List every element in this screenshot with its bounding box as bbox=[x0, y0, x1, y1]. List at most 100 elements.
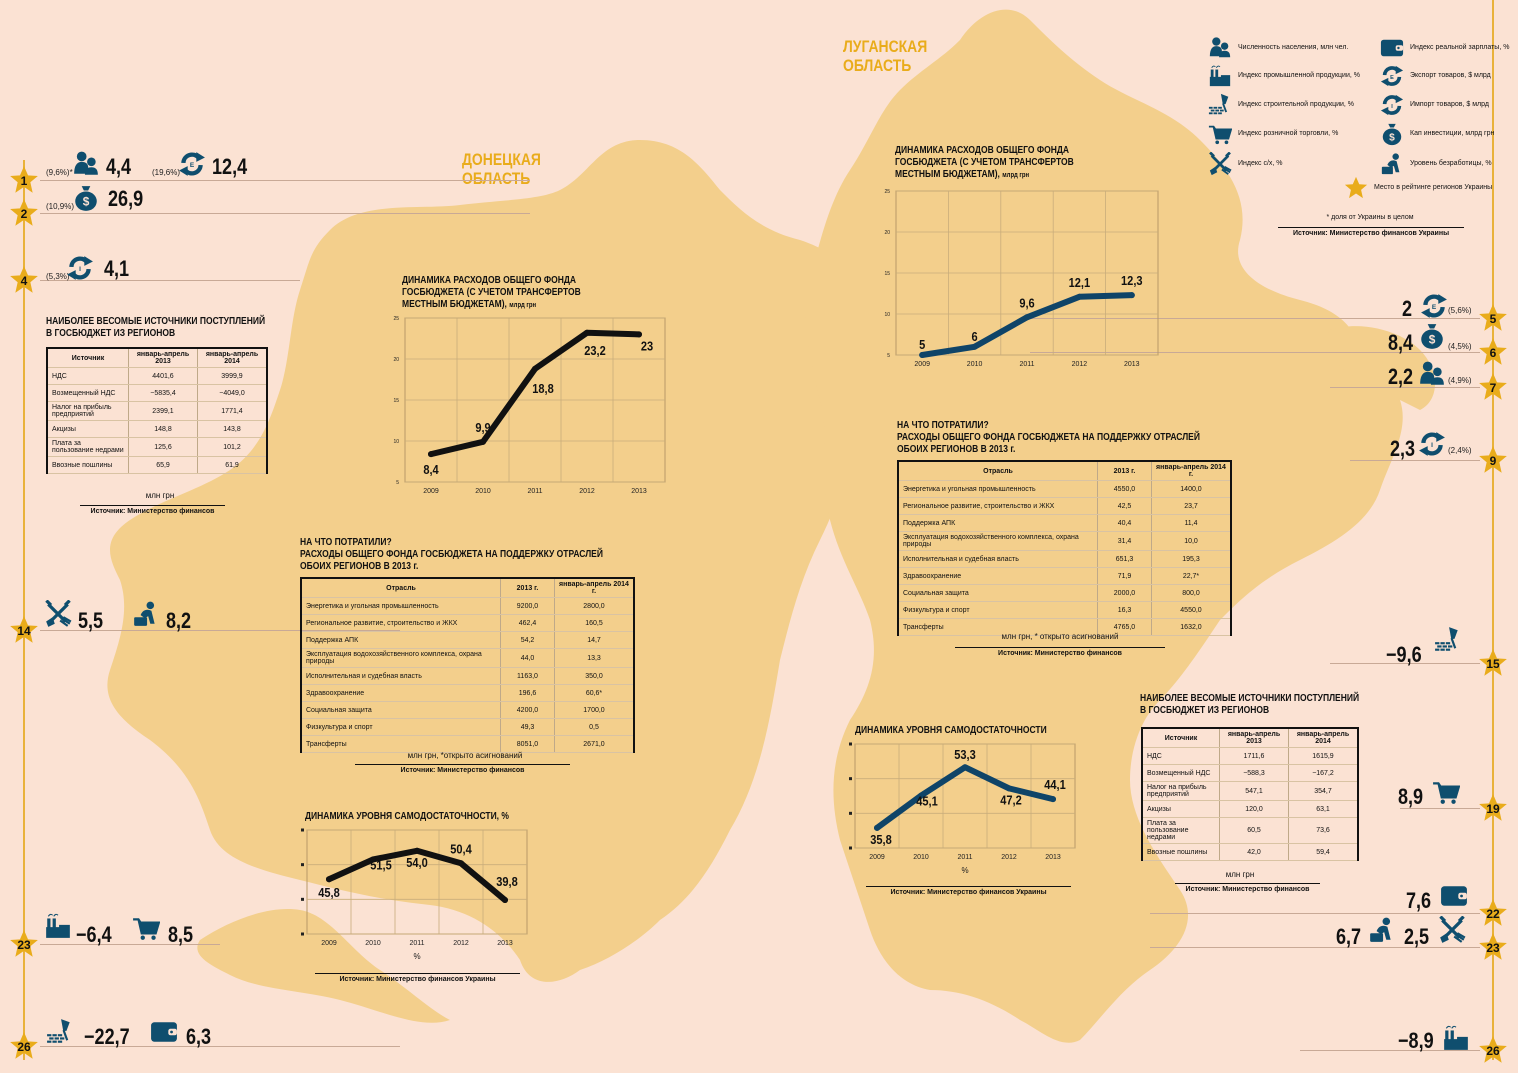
legend-label: Кап инвестиции, млрд грн bbox=[1410, 130, 1495, 137]
data-point bbox=[414, 847, 420, 854]
x-tick-label: 2011 bbox=[527, 488, 542, 495]
indicator-value: −8,9 bbox=[1398, 1028, 1434, 1053]
data-table: Отрасль 2013 г. январь-апрель 2014 г. Энерг… bbox=[899, 462, 1230, 636]
y-tick-mark bbox=[301, 897, 304, 901]
table-cell-label: Исполнительная и судебная власть bbox=[899, 550, 1098, 568]
column-header: Отрасль bbox=[302, 579, 501, 598]
table-row: Плата за пользование недрами 60,5 73,6 bbox=[1143, 817, 1357, 844]
title-line: НА ЧТО ПОТРАТИЛИ? bbox=[300, 537, 392, 548]
data-label: 35,8 bbox=[870, 832, 892, 847]
data-point bbox=[918, 792, 924, 799]
population-icon bbox=[1418, 360, 1446, 393]
data-label: 45,1 bbox=[916, 794, 938, 809]
table-cell-value: 16,3 bbox=[1097, 601, 1152, 619]
rank-number: 7 bbox=[1489, 381, 1497, 395]
table-header-row: Источник январь-апрель 2013 январь-апрель … bbox=[48, 349, 266, 368]
title-line: РАСХОДЫ ОБЩЕГО ФОНДА ГОСБЮДЖЕТА НА ПОДДЕ… bbox=[897, 432, 1200, 443]
table-row: Здравоохранение 196,6 60,6* bbox=[302, 684, 633, 702]
chart-unit: млрд грн bbox=[509, 302, 537, 309]
data-label: 9,6 bbox=[1019, 295, 1035, 310]
svg-text:I: I bbox=[1391, 104, 1393, 110]
luhansk-expenditure-title: ДИНАМИКА РАСХОДОВ ОБЩЕГО ФОНДА ГОСБЮДЖЕТ… bbox=[895, 145, 1074, 182]
legend-label: Экспорт товаров, $ млрд bbox=[1410, 72, 1491, 79]
x-tick-label: 2012 bbox=[453, 940, 469, 947]
y-tick-mark bbox=[849, 846, 852, 850]
column-header: январь-апрель 2014 bbox=[1288, 729, 1357, 748]
table-cell-value: 160,5 bbox=[554, 614, 633, 632]
table-cell-value: 1711,6 bbox=[1219, 747, 1289, 765]
table-cell-value: −588,3 bbox=[1219, 764, 1289, 782]
money-bag-icon: $ bbox=[72, 184, 100, 217]
table-cell-value: 9200,0 bbox=[500, 597, 555, 615]
table-cell-label: Трансферты bbox=[302, 735, 501, 753]
svg-text:$: $ bbox=[83, 195, 90, 209]
export-cycle-icon: E bbox=[178, 150, 206, 183]
rank-guide-line bbox=[1030, 352, 1480, 353]
indicator-value: 12,4 bbox=[212, 154, 248, 179]
indicator-value: −9,6 bbox=[1386, 642, 1422, 667]
table-row: Физкультура и спорт 16,3 4550,0 bbox=[899, 601, 1230, 619]
luhansk-spending-unit: млн грн, * открыто асигнований bbox=[1001, 632, 1119, 641]
donetsk-selfsufficiency-source: Источник: Министерство финансов Украины bbox=[315, 973, 520, 983]
table-cell-label: Физкультура и спорт bbox=[899, 601, 1098, 619]
table-frame: Отрасль 2013 г. январь-апрель 2014 г. Энерг… bbox=[300, 577, 635, 753]
donetsk-rank-axis bbox=[23, 160, 25, 1060]
table-cell-value: 60,6* bbox=[554, 684, 633, 702]
table-cell-label: Ввозные пошлины bbox=[1143, 843, 1220, 861]
table-header-row: Источник январь-апрель 2013 январь-апрель … bbox=[1143, 729, 1357, 748]
svg-text:E: E bbox=[190, 162, 195, 169]
table-cell-label: Региональное развитие, строительство и Ж… bbox=[899, 497, 1098, 515]
luhansk-selfsufficiency-source: Источник: Министерство финансов Украины bbox=[866, 886, 1071, 896]
rank-star: 26 bbox=[9, 1031, 39, 1061]
table-body: Энергетика и угольная промышленность 9200… bbox=[302, 597, 633, 753]
table-cell-label: Плата за пользование недрами bbox=[48, 437, 129, 457]
legend-label: Индекс розничной торговли, % bbox=[1238, 130, 1339, 137]
data-point bbox=[480, 438, 486, 445]
y-tick-mark bbox=[849, 777, 852, 781]
x-tick-label: 2009 bbox=[423, 488, 439, 495]
table-cell-label: Акцизы bbox=[48, 420, 129, 438]
luhansk-region-title: ЛУГАНСКАЯ ОБЛАСТЬ bbox=[843, 37, 927, 75]
table-cell-label: Поддержка АПК bbox=[899, 514, 1098, 532]
table-cell-value: 8051,0 bbox=[500, 735, 555, 753]
data-label: 5 bbox=[919, 337, 925, 352]
donetsk-spending-source: Источник: Министерство финансов bbox=[355, 764, 570, 774]
rank-number: 5 bbox=[1489, 312, 1497, 326]
data-table: Источник январь-апрель 2013 январь-апрель … bbox=[1143, 729, 1357, 861]
rank-star: 14 bbox=[9, 615, 39, 645]
table-head: Отрасль 2013 г. январь-апрель 2014 г. bbox=[899, 462, 1230, 481]
table-row: Социальная защита 4200,0 1700,0 bbox=[302, 701, 633, 719]
indicator-value: 8,9 bbox=[1398, 784, 1424, 809]
indicator-value: 2,3 bbox=[1390, 436, 1416, 461]
table-row: Трансферты 4765,0 1632,0 bbox=[899, 618, 1230, 636]
table-cell-label: Исполнительная и судебная власть bbox=[302, 667, 501, 685]
indicator-value: −22,7 bbox=[84, 1024, 130, 1049]
table-row: Физкультура и спорт 49,3 0,5 bbox=[302, 718, 633, 736]
x-tick-label: 2011 bbox=[409, 940, 424, 947]
legend-footnote: * доля от Украины в целом bbox=[1326, 214, 1414, 221]
share-percent: (5,6%) bbox=[1448, 306, 1472, 315]
x-axis-label: % bbox=[413, 952, 420, 961]
title-line: ГОСБЮДЖЕТА (С УЧЕТОМ ТРАНСФЕРТОВ bbox=[402, 287, 581, 298]
data-point bbox=[962, 764, 968, 771]
x-tick-label: 2012 bbox=[1001, 854, 1017, 861]
data-label: 18,8 bbox=[532, 381, 554, 396]
table-cell-value: 350,0 bbox=[554, 667, 633, 685]
export-cycle-icon: E bbox=[1420, 292, 1448, 325]
x-tick-label: 2011 bbox=[957, 854, 972, 861]
title-line: МЕСТНЫМ БЮДЖЕТАМ), bbox=[895, 169, 1000, 180]
money-bag-icon: $ bbox=[1380, 122, 1404, 151]
table-cell-value: 2000,0 bbox=[1097, 584, 1152, 602]
rank-number: 23 bbox=[1486, 941, 1500, 955]
rank-guide-line bbox=[40, 944, 220, 945]
import-cycle-icon: I bbox=[1418, 430, 1446, 463]
table-cell-value: 196,6 bbox=[500, 684, 555, 702]
table-cell-value: 49,3 bbox=[500, 718, 555, 736]
indicator-value: 8,4 bbox=[1388, 330, 1414, 355]
title-line: ДИНАМИКА РАСХОДОВ ОБЩЕГО ФОНДА bbox=[895, 145, 1070, 156]
table-cell-label: Налог на прибыль предприятий bbox=[1143, 781, 1220, 801]
rank-guide-line bbox=[40, 1046, 400, 1047]
data-point bbox=[636, 331, 642, 338]
legend-source: Источник: Министерство финансов Украины bbox=[1278, 227, 1464, 237]
table-cell-value: 651,3 bbox=[1097, 550, 1152, 568]
